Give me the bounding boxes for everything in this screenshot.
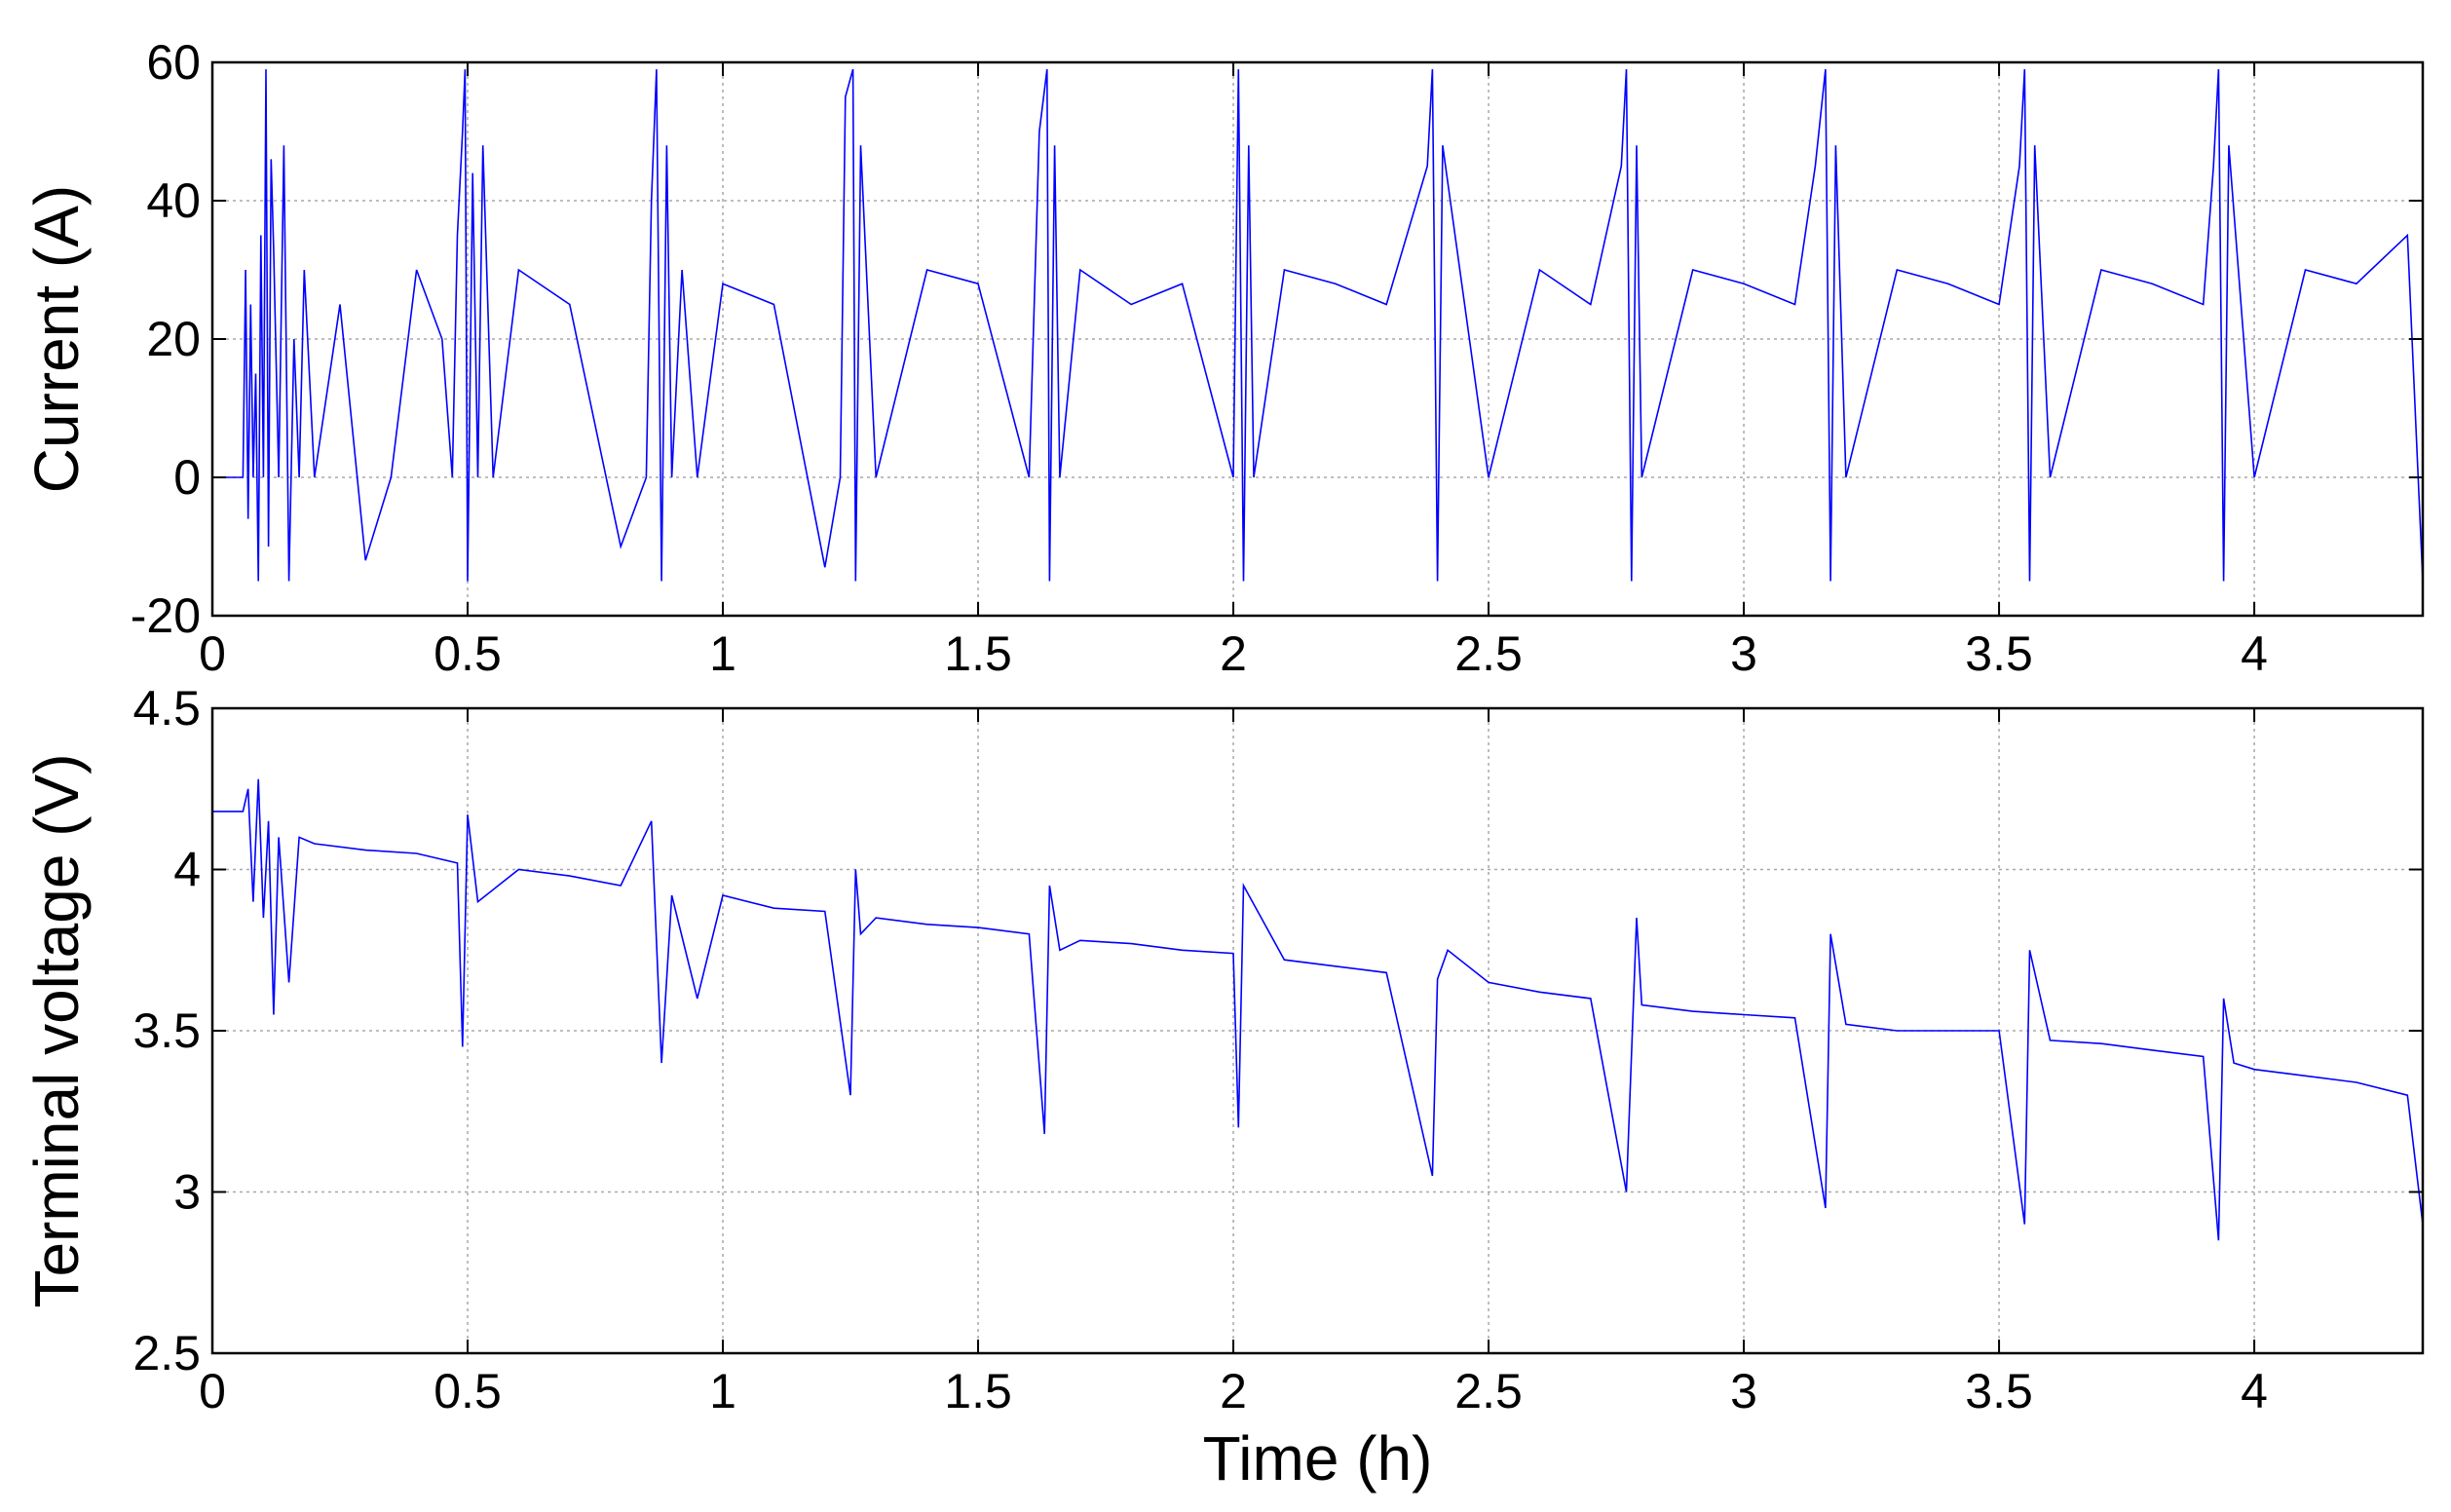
y-tick-label: 3 bbox=[173, 1165, 201, 1220]
series-line bbox=[212, 778, 2424, 1241]
y-tick-label: 4 bbox=[173, 843, 201, 897]
x-tick-label: 4 bbox=[2241, 626, 2268, 681]
x-tick-label: 0 bbox=[199, 1364, 226, 1418]
x-tick-label: 1.5 bbox=[944, 1364, 1012, 1418]
x-tick-label: 3 bbox=[1730, 1364, 1757, 1418]
y-tick-label: 3.5 bbox=[132, 1003, 201, 1058]
y-tick-label: 0 bbox=[173, 450, 201, 505]
x-tick-label: 2.5 bbox=[1454, 626, 1523, 681]
y-tick-label: 20 bbox=[146, 312, 201, 366]
x-tick-label: 0.5 bbox=[434, 1364, 502, 1418]
x-tick-label: 0 bbox=[199, 626, 226, 681]
x-tick-label: 2 bbox=[1220, 626, 1247, 681]
y-tick-label: 40 bbox=[146, 173, 201, 228]
x-tick-label: 1 bbox=[709, 626, 736, 681]
x-tick-label: 2 bbox=[1220, 1364, 1247, 1418]
x-tick-label: 1 bbox=[709, 1364, 736, 1418]
x-tick-label: 3.5 bbox=[1965, 1364, 2033, 1418]
x-axis-label: Time (h) bbox=[1203, 1423, 1433, 1493]
y-axis-label: Terminal voltage (V) bbox=[21, 753, 92, 1307]
x-tick-label: 4 bbox=[2241, 1364, 2268, 1418]
y-tick-label: -20 bbox=[131, 588, 201, 643]
x-tick-label: 2.5 bbox=[1454, 1364, 1523, 1418]
y-tick-label: 60 bbox=[146, 35, 201, 90]
series-line bbox=[212, 68, 2424, 582]
x-tick-label: 1.5 bbox=[944, 626, 1012, 681]
y-tick-label: 2.5 bbox=[132, 1326, 201, 1380]
y-tick-label: 4.5 bbox=[132, 681, 201, 736]
voltage-panel: 0 0.5 1 1.5 2 2.5 3 3.5 4 2.5 3 3.5 4 4.5 Terminal vol… bbox=[21, 681, 2425, 1493]
x-tick-label: 3.5 bbox=[1965, 626, 2033, 681]
x-tick-label: 3 bbox=[1730, 626, 1757, 681]
y-axis-label: Current (A) bbox=[21, 185, 92, 494]
x-tick-label: 0.5 bbox=[434, 626, 502, 681]
